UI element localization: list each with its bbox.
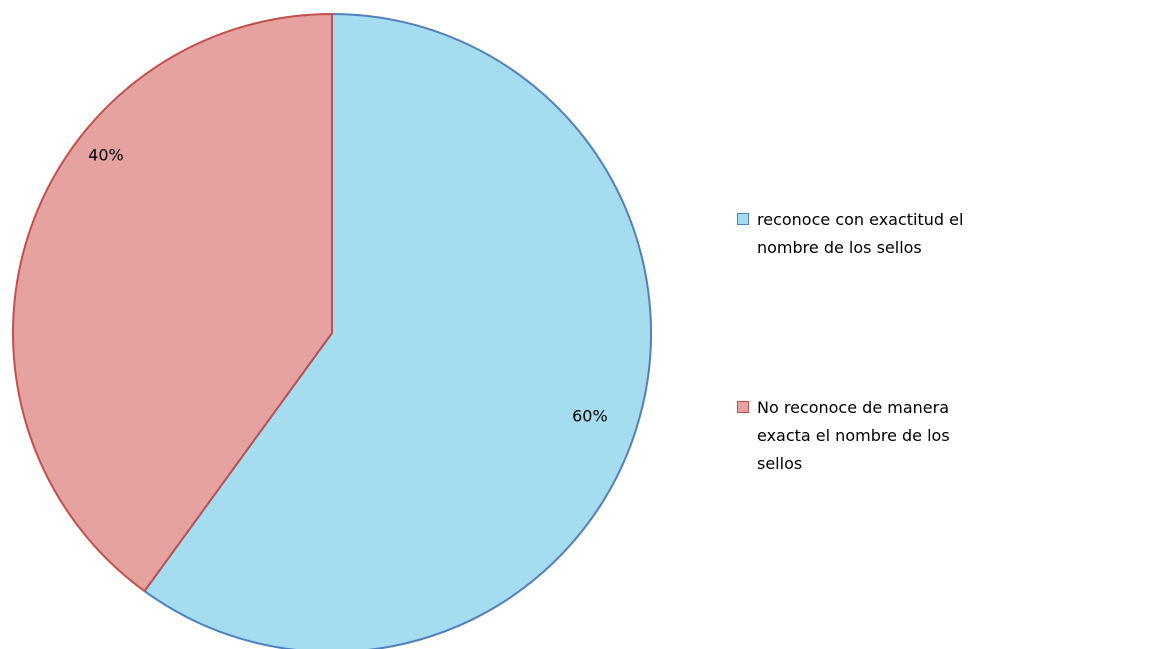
legend-label: reconoce con exactitud el nombre de los … (757, 210, 964, 257)
legend-label: No reconoce de manera exacta el nombre d… (757, 398, 950, 473)
data-label: 60% (572, 406, 608, 425)
pie-slice (12, 12, 333, 593)
legend-marker (737, 213, 749, 225)
legend: reconoce con exactitud el nombre de los … (737, 206, 987, 478)
pie-slice (143, 12, 652, 649)
legend-item: reconoce con exactitud el nombre de los … (737, 206, 987, 262)
legend-item: No reconoce de manera exacta el nombre d… (737, 394, 987, 478)
chart: 60% 40% (12, 12, 652, 649)
data-label: 40% (88, 146, 124, 165)
legend-marker (737, 401, 749, 413)
